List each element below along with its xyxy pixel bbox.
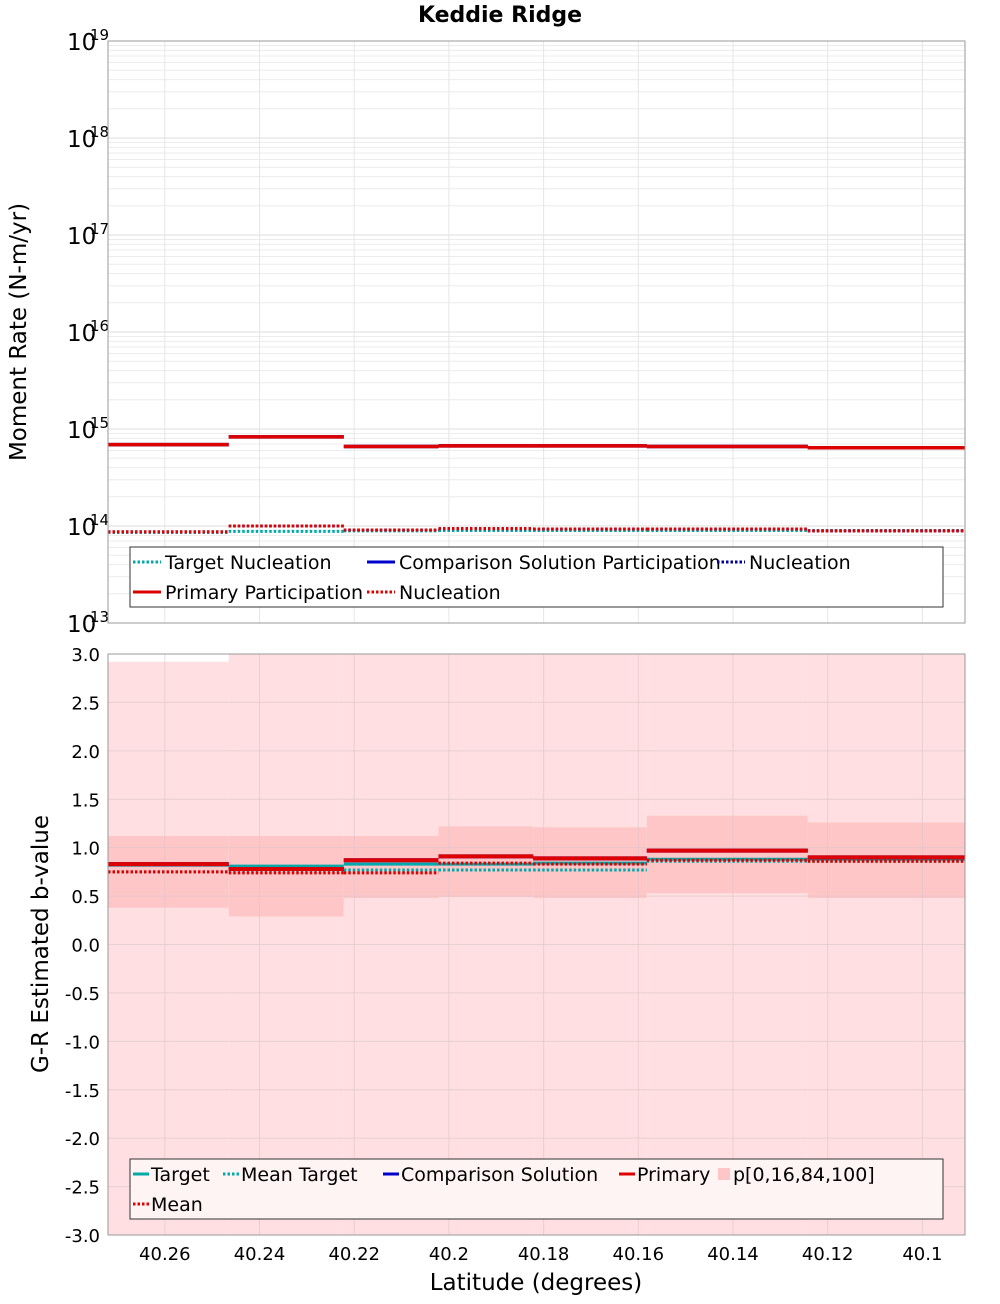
chart-title: Keddie Ridge: [418, 3, 582, 28]
moment-y-tick-base: 10: [67, 515, 96, 541]
moment-y-tick-exponent: 13: [90, 608, 109, 626]
b-value-legend-band-swatch: [718, 1168, 730, 1180]
b-value-y-tick-label: 2.5: [71, 693, 100, 714]
b-value-y-tick-label: -3.0: [65, 1226, 100, 1247]
b-value-legend-label: Comparison Solution: [401, 1164, 598, 1186]
b-value-y-tick-label: 0.0: [71, 936, 100, 957]
b-value-y-axis-label: G-R Estimated b-value: [28, 815, 54, 1073]
b-value-panel: 3.0 2.5 2.0 1.5 1.0 0.5 0.0 -0.5 -1.0 -1.5 -2.0 -2.…: [28, 645, 966, 1296]
moment-legend-box: [129, 546, 944, 608]
b-value-y-tick-label: -2.5: [65, 1178, 100, 1199]
x-tick-label: 40.18: [518, 1244, 570, 1265]
moment-y-axis-label: Moment Rate (N-m/yr): [6, 203, 32, 461]
b-value-legend-label: Target: [150, 1164, 210, 1186]
moment-y-tick-base: 10: [67, 127, 96, 153]
b-value-y-tick-label: 0.5: [71, 887, 100, 908]
b-value-series-3: [108, 848, 965, 871]
b-value-y-tick-label: 1.0: [71, 839, 100, 860]
moment-legend-label: Target Nucleation: [164, 552, 332, 574]
moment-y-tick-base: 10: [67, 612, 96, 638]
b-value-legend-label: p[0,16,84,100]: [733, 1164, 875, 1186]
x-tick-label: 40.14: [707, 1244, 759, 1265]
moment-legend-label: Nucleation: [399, 582, 501, 604]
x-tick-label: 40.26: [139, 1244, 191, 1265]
moment-y-tick-exponent: 19: [90, 26, 109, 44]
moment-y-tick-exponent: 15: [90, 414, 109, 432]
moment-legend: Target Nucleation Comparison Solution Par…: [129, 546, 944, 608]
moment-y-tick-base: 10: [67, 30, 96, 56]
band-p16-p84: [228, 836, 344, 917]
x-tick-label: 40.2: [429, 1244, 469, 1265]
moment-y-tick-exponent: 17: [90, 220, 109, 238]
b-value-y-tick-label: -1.5: [65, 1081, 100, 1102]
moment-y-tick-base: 10: [67, 321, 96, 347]
moment-legend-label: Primary Participation: [165, 582, 363, 604]
band-p16-p84: [646, 815, 808, 894]
x-tick-label: 40.16: [613, 1244, 665, 1265]
b-value-legend: Target Mean Target Comparison Solution Prim…: [129, 1158, 944, 1220]
band-p0-p100: [108, 661, 229, 1235]
x-tick-label: 40.1: [902, 1244, 942, 1265]
b-value-legend-label: Mean: [151, 1194, 203, 1216]
b-value-y-tick-label: -0.5: [65, 984, 100, 1005]
b-value-legend-box: [129, 1158, 944, 1220]
b-value-legend-label: Primary: [637, 1164, 710, 1186]
b-value-y-tick-label: 2.0: [71, 742, 100, 763]
b-value-y-tick-label: 1.5: [71, 790, 100, 811]
moment-y-tick-base: 10: [67, 418, 96, 444]
b-value-series-4: [108, 858, 965, 875]
moment-plot-frame: [107, 40, 966, 624]
band-p16-p84: [343, 836, 439, 899]
b-value-y-tick-label: -2.0: [65, 1129, 100, 1150]
moment-y-tick-base: 10: [67, 224, 96, 250]
moment-y-tick-exponent: 16: [90, 317, 109, 335]
moment-y-tick-exponent: 14: [90, 511, 109, 529]
b-value-y-tick-label: -1.0: [65, 1032, 100, 1053]
b-value-y-tick-label: 3.0: [71, 645, 100, 666]
b-value-legend-label: Mean Target: [241, 1164, 358, 1186]
moment-legend-label: Nucleation: [749, 552, 851, 574]
b-value-plot-frame: [107, 653, 966, 1236]
x-tick-label: 40.22: [328, 1244, 380, 1265]
moment-series-4: [108, 524, 965, 534]
x-axis-label: Latitude (degrees): [430, 1270, 643, 1296]
moment-legend-label: Comparison Solution Participation: [399, 552, 721, 574]
moment-series-3: [108, 435, 965, 450]
x-tick-label: 40.12: [802, 1244, 854, 1265]
x-tick-label: 40.24: [234, 1244, 286, 1265]
moment-y-tick-exponent: 18: [90, 123, 109, 141]
